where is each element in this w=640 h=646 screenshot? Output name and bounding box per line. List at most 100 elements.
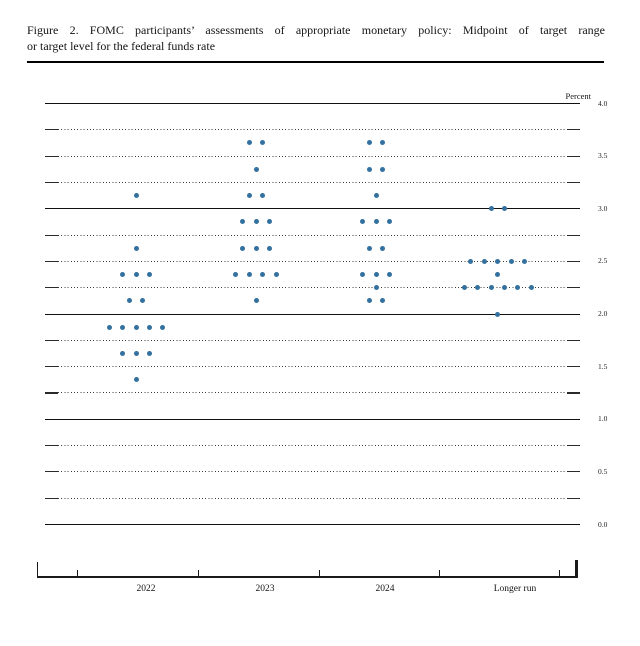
y-axis-unit-label: Percent xyxy=(565,91,592,101)
projection-dot xyxy=(366,166,372,172)
projection-dot xyxy=(133,272,139,278)
projection-dot xyxy=(160,324,166,330)
y-axis-tick-label: 2.0 xyxy=(598,309,608,318)
projection-dot xyxy=(140,298,146,304)
projection-dot xyxy=(495,272,501,278)
gridline-solid xyxy=(45,524,580,526)
projection-dot xyxy=(120,350,126,356)
projection-dot xyxy=(366,298,372,304)
projection-dot xyxy=(360,272,366,278)
projection-dot xyxy=(146,324,152,330)
projection-dot xyxy=(106,324,112,330)
y-axis-tick-label: 3.0 xyxy=(598,203,608,213)
projection-dot xyxy=(488,285,494,291)
gridline-dotted xyxy=(45,260,580,263)
gridline-dotted xyxy=(45,471,580,473)
projection-dot xyxy=(246,193,252,199)
x-axis-tick xyxy=(559,569,560,577)
projection-dot xyxy=(501,206,507,212)
projection-dot xyxy=(481,258,487,264)
projection-dot xyxy=(515,285,521,291)
projection-dot xyxy=(126,298,132,304)
figure-title: Figure 2. FOMC participants’ assessments… xyxy=(27,22,605,54)
projection-dot xyxy=(495,311,501,317)
x-axis-end-tick-left xyxy=(37,562,39,577)
projection-dot xyxy=(240,219,246,225)
gridline-dotted xyxy=(45,497,580,500)
projection-dot xyxy=(133,193,139,199)
projection-dot xyxy=(253,298,259,304)
gridline-dotted xyxy=(45,155,580,158)
projection-dot xyxy=(246,272,252,278)
projection-dot xyxy=(133,324,139,330)
projection-dot xyxy=(146,272,152,278)
gridline-dotted xyxy=(45,339,580,342)
gridline-dotted xyxy=(45,366,580,368)
x-axis-tick xyxy=(198,569,199,577)
gridline-dotted xyxy=(45,129,580,131)
projection-dot xyxy=(133,245,139,251)
projection-dot xyxy=(380,298,386,304)
projection-dot xyxy=(528,285,534,291)
gridline-dotted xyxy=(45,445,580,447)
projection-dot xyxy=(260,140,266,146)
x-category-label-longer-run: Longer run xyxy=(493,584,537,594)
projection-dot xyxy=(146,350,152,356)
projection-dot xyxy=(380,166,386,172)
projection-dot xyxy=(380,140,386,146)
projection-dot xyxy=(366,245,372,251)
projection-dot xyxy=(133,377,139,383)
gridline-dotted xyxy=(45,181,580,184)
projection-dot xyxy=(380,245,386,251)
projection-dot xyxy=(233,272,239,278)
projection-dot xyxy=(253,166,259,172)
projection-dot xyxy=(246,140,252,146)
projection-dot xyxy=(273,272,279,278)
figure-title-line2: or target level for the federal funds ra… xyxy=(27,39,216,53)
projection-dot xyxy=(508,258,514,264)
x-category-label-2022: 2022 xyxy=(136,584,156,594)
x-axis-line xyxy=(37,576,578,578)
title-separator-rule xyxy=(27,61,604,63)
x-axis-end-tick-right xyxy=(575,560,578,578)
projection-dot xyxy=(120,324,126,330)
projection-dot xyxy=(266,245,272,251)
y-axis-tick-label: 1.0 xyxy=(598,414,608,424)
gridline-solid xyxy=(45,313,580,316)
gridline-dotted xyxy=(45,234,580,237)
gridline-solid xyxy=(45,418,580,421)
projection-dot xyxy=(373,193,379,199)
projection-dot xyxy=(386,272,392,278)
y-axis-tick-label: 0.0 xyxy=(598,519,608,529)
projection-dot xyxy=(495,258,501,264)
projection-dot xyxy=(260,272,266,278)
y-axis-tick-label: 2.5 xyxy=(598,256,608,266)
projection-dot xyxy=(386,219,392,225)
projection-dot xyxy=(260,193,266,199)
projection-dot xyxy=(501,285,507,291)
projection-dot xyxy=(475,285,481,291)
projection-dot xyxy=(133,350,139,356)
y-axis-tick-label: 4.0 xyxy=(598,98,608,108)
projection-dot xyxy=(253,219,259,225)
projection-dot xyxy=(120,272,126,278)
x-axis-tick xyxy=(77,569,78,577)
y-axis-tick-label: 3.5 xyxy=(598,151,608,161)
projection-dot xyxy=(360,219,366,225)
projection-dot xyxy=(366,140,372,146)
projection-dot xyxy=(373,285,379,291)
projection-dot xyxy=(373,219,379,225)
projection-dot xyxy=(266,219,272,225)
x-axis-tick xyxy=(439,569,440,577)
y-axis-tick-label: 0.5 xyxy=(598,466,608,476)
gridline-solid xyxy=(45,208,580,210)
projection-dot xyxy=(240,245,246,251)
projection-dot xyxy=(488,206,494,212)
x-category-label-2023: 2023 xyxy=(255,584,275,594)
gridline-dotted xyxy=(45,287,580,289)
gridline-dotted xyxy=(45,392,580,394)
projection-dot xyxy=(468,258,474,264)
y-axis-tick-label: 1.5 xyxy=(598,361,608,371)
